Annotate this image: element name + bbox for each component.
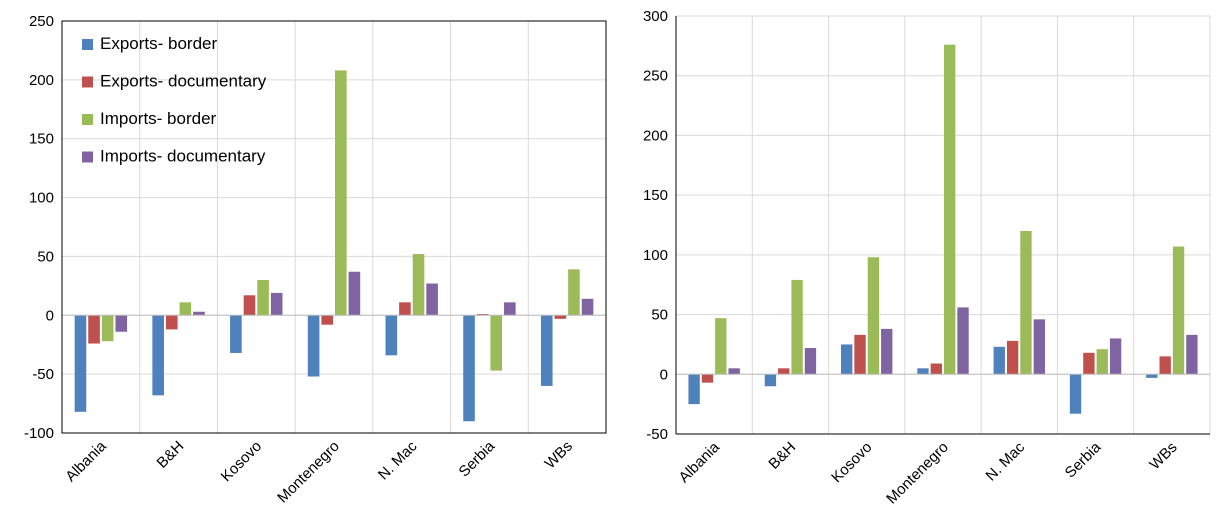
- bar: [1109, 338, 1122, 375]
- bar: [993, 346, 1005, 375]
- x-tick-label: Serbia: [1062, 438, 1105, 481]
- bar: [74, 315, 87, 412]
- bar: [1146, 374, 1158, 378]
- chart-2: -50 0 50 100 150 200 250 300 Albania B&H Kosovo Mon…: [643, 8, 1211, 508]
- bar: [165, 315, 178, 330]
- bar: [463, 315, 475, 422]
- bar: [101, 315, 114, 342]
- bar: [88, 315, 100, 344]
- y-tick-label: 250: [643, 68, 668, 85]
- bar: [1159, 356, 1171, 375]
- bar: [270, 292, 283, 316]
- bar: [385, 315, 398, 356]
- bar: [881, 328, 893, 375]
- bar: [715, 318, 727, 375]
- y-tick-label: 50: [651, 307, 668, 324]
- legend-label: Exports- documentary: [100, 72, 267, 91]
- bar: [804, 348, 817, 375]
- bar: [554, 315, 567, 319]
- bar: [944, 44, 956, 375]
- bar: [764, 374, 777, 387]
- bar: [581, 298, 594, 316]
- bar: [1186, 334, 1198, 375]
- x-tick-label: Kosovo: [828, 439, 875, 486]
- bar: [540, 315, 553, 386]
- bar: [152, 315, 164, 396]
- y-tick-label: 200: [29, 72, 54, 89]
- bar: [399, 302, 411, 316]
- legend-label: Imports- documentary: [100, 147, 266, 166]
- bar: [115, 315, 128, 332]
- x-tick-label: B&H: [765, 439, 799, 473]
- bar: [778, 368, 790, 375]
- bar: [701, 374, 714, 383]
- bar: [321, 315, 333, 325]
- bar: [490, 315, 503, 371]
- y-tick-label: 200: [643, 127, 668, 144]
- bar: [1096, 349, 1108, 375]
- x-tick-label: N. Mac: [982, 438, 1028, 484]
- bar: [257, 279, 269, 316]
- bar: [348, 271, 361, 316]
- legend-swatch: [82, 76, 93, 88]
- chart-1: -100 -50 0 50 100 150 200 250 Albania B&H Kosovo Mo…: [24, 13, 607, 507]
- bar: [1083, 352, 1095, 375]
- x-tick-label: Montenegro: [274, 438, 343, 507]
- y-tick-label: 150: [643, 187, 668, 204]
- bar: [1069, 374, 1082, 414]
- y-tick-label: -50: [646, 426, 668, 443]
- bar: [307, 315, 320, 377]
- bar: [1020, 230, 1032, 375]
- y-tick-label: 250: [29, 13, 54, 30]
- bar: [568, 269, 580, 316]
- y-tick-label: 0: [660, 366, 668, 383]
- y-tick-label: 150: [29, 131, 54, 148]
- legend-label: Exports- border: [100, 34, 217, 53]
- bar: [791, 279, 803, 375]
- bar: [412, 254, 425, 316]
- y-tick-label: -50: [32, 366, 54, 383]
- bar: [179, 302, 192, 316]
- bar: [426, 283, 438, 316]
- bar: [688, 374, 700, 405]
- x-tick-label: B&H: [154, 438, 188, 472]
- y-tick-label: -100: [24, 425, 54, 442]
- bar: [867, 257, 880, 375]
- bar: [1006, 340, 1019, 375]
- bar: [917, 368, 929, 375]
- bar: [504, 302, 516, 316]
- x-tick-label: N. Mac: [375, 437, 421, 483]
- y-tick-label: 0: [46, 307, 54, 324]
- bar: [243, 295, 256, 316]
- legend-swatch: [82, 39, 93, 50]
- bar: [841, 344, 853, 375]
- x-tick-label: Albania: [62, 437, 110, 485]
- x-tick-label: Serbia: [456, 437, 499, 480]
- bar: [1033, 319, 1045, 375]
- legend-label: Imports- border: [100, 109, 217, 128]
- x-tick-label: WBs: [542, 438, 576, 472]
- bar: [957, 307, 969, 375]
- bar: [230, 315, 242, 353]
- x-tick-label: Albania: [676, 438, 724, 486]
- x-tick-label: Kosovo: [218, 438, 265, 485]
- bar: [335, 70, 347, 316]
- legend-swatch: [82, 114, 93, 125]
- plot-border: [61, 20, 607, 434]
- x-tick-label: WBs: [1146, 439, 1180, 473]
- y-tick-label: 50: [37, 248, 54, 265]
- bar: [1172, 246, 1185, 375]
- y-tick-label: 100: [29, 190, 54, 207]
- bar: [930, 363, 942, 375]
- y-tick-label: 100: [643, 247, 668, 264]
- x-tick-label: Montenegro: [883, 439, 952, 508]
- bar: [854, 334, 866, 375]
- y-tick-label: 300: [643, 8, 668, 25]
- legend-swatch: [82, 151, 93, 163]
- bar: [728, 368, 740, 375]
- bar: [476, 314, 489, 316]
- bar: [193, 311, 205, 316]
